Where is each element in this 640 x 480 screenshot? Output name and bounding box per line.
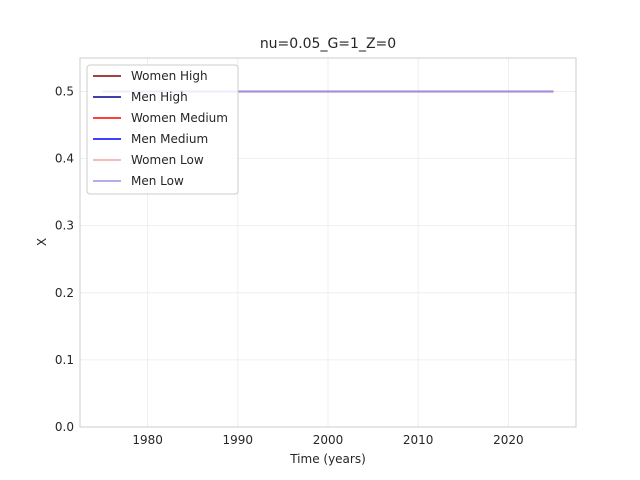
x-tick-label: 2020 — [493, 433, 524, 447]
chart-title: nu=0.05_G=1_Z=0 — [260, 36, 396, 52]
legend-label: Men Low — [131, 174, 184, 188]
y-tick-label: 0.3 — [55, 219, 74, 233]
x-tick-label: 1990 — [223, 433, 254, 447]
y-axis-label: X — [35, 238, 49, 246]
x-axis-label: Time (years) — [289, 452, 366, 466]
legend: Women High Men High Women Medium Men Medium… — [86, 64, 239, 195]
y-tick-label: 0.4 — [55, 152, 74, 166]
plot-frame — [79, 57, 577, 428]
x-tick-label: 1980 — [132, 433, 163, 447]
legend-label: Men Medium — [131, 132, 208, 146]
y-axis-ticks: 0.0 0.1 0.2 0.3 0.4 0.5 — [55, 85, 74, 434]
legend-label: Men High — [131, 90, 188, 104]
y-tick-label: 0.5 — [55, 85, 74, 99]
legend-label: Women Medium — [131, 111, 228, 125]
legend-box — [86, 64, 239, 195]
x-tick-label: 2000 — [313, 433, 344, 447]
x-axis-ticks: 1980 1990 2000 2010 2020 — [132, 433, 523, 447]
legend-label: Women Low — [131, 153, 204, 167]
x-tick-label: 2010 — [403, 433, 434, 447]
legend-label: Women High — [131, 69, 208, 83]
y-tick-label: 0.2 — [55, 286, 74, 300]
y-tick-label: 0.0 — [55, 420, 74, 434]
y-tick-label: 0.1 — [55, 353, 74, 367]
